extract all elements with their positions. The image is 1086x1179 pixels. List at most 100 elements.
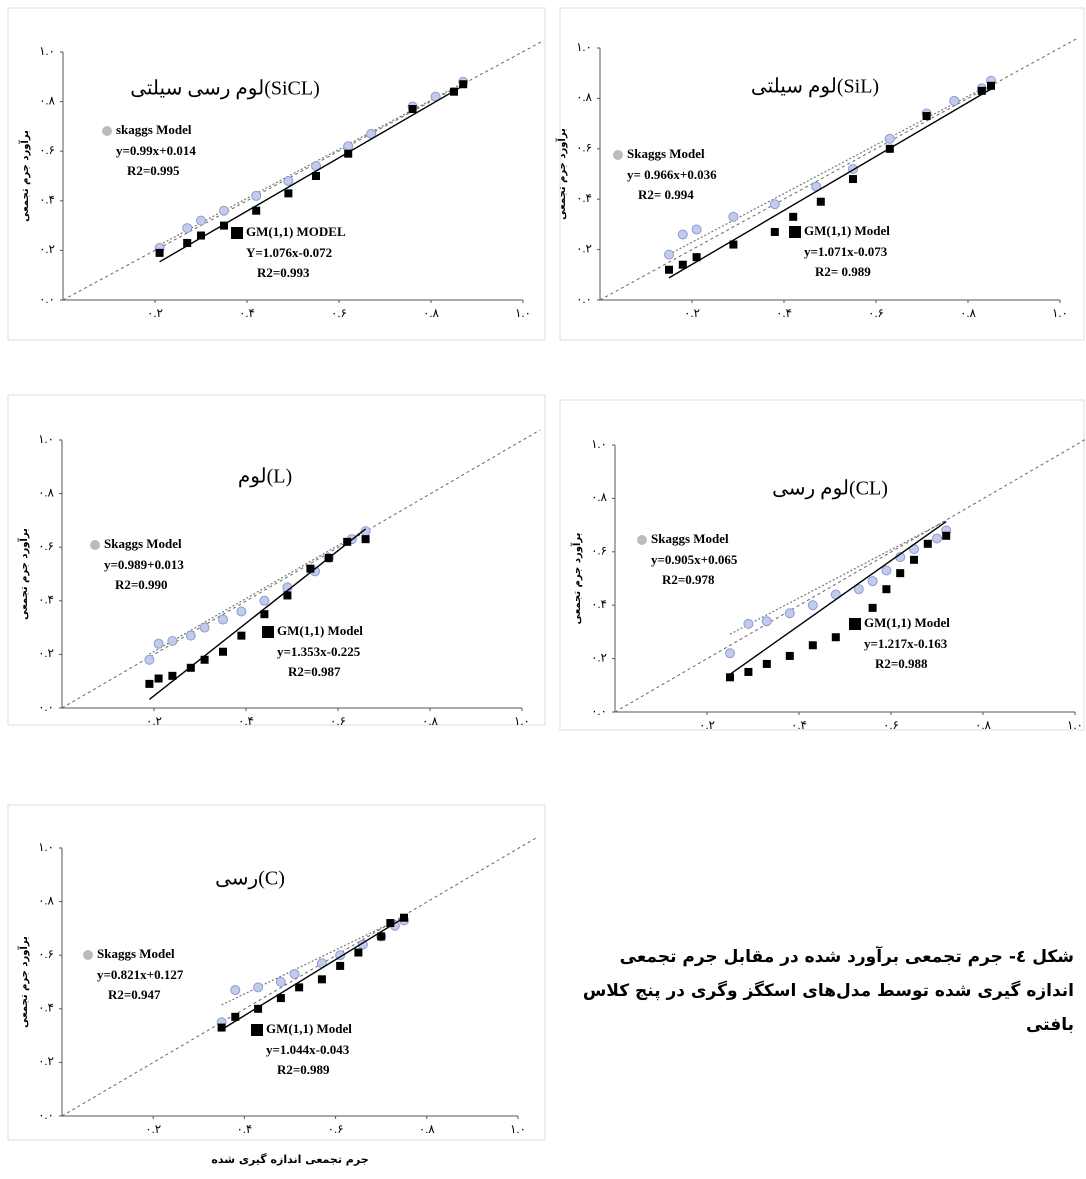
point — [664, 249, 674, 260]
point — [144, 654, 155, 665]
point — [168, 671, 177, 680]
legend-label: skaggs Model — [116, 122, 192, 137]
point — [743, 618, 754, 629]
equation: y=1.044x-0.043 — [266, 1042, 350, 1057]
panel-frame — [559, 399, 1085, 731]
point — [881, 565, 892, 576]
identity-line — [61, 837, 537, 1117]
y-tick-label: ١.٠ — [38, 432, 54, 446]
point — [361, 535, 370, 544]
legend-label: GM(1,1) Model — [266, 1021, 352, 1036]
x-tick-label: ٠.٨ — [960, 306, 976, 320]
point — [377, 932, 386, 941]
chart-title: رسی(C) — [215, 868, 285, 890]
point — [884, 133, 895, 144]
point — [259, 595, 270, 606]
x-tick-label: ٠.۶ — [868, 306, 884, 320]
y-tick-label: ٠.٢ — [39, 242, 55, 256]
equation: y=0.821x+0.127 — [97, 967, 184, 982]
legend-label: Skaggs Model — [97, 946, 175, 961]
r-squared: R2= 0.989 — [815, 264, 871, 279]
y-axis-title: برآورد جرم تجمعی — [555, 128, 568, 220]
point — [196, 215, 206, 226]
point — [785, 651, 794, 660]
point — [728, 211, 739, 222]
panel-frame — [559, 7, 1085, 341]
y-tick-label: ٠.٠ — [38, 1108, 54, 1122]
x-tick-label: ٠.٨ — [975, 718, 991, 732]
point — [220, 221, 228, 230]
legend-marker — [849, 618, 861, 630]
y-tick-label: ٠.٨ — [38, 893, 54, 907]
equation: y= 0.966x+0.036 — [627, 167, 717, 182]
point — [386, 919, 395, 928]
equation: Y=1.076x-0.072 — [246, 245, 332, 260]
point — [145, 679, 154, 688]
fit-line — [221, 917, 405, 1031]
point — [231, 1012, 240, 1021]
chart-title: لوم سیلتی(SiL) — [751, 76, 879, 98]
point — [769, 199, 780, 210]
point — [729, 240, 738, 249]
legend-marker — [102, 126, 112, 136]
x-tick-label: ٠.۴ — [239, 306, 255, 320]
fit-line — [668, 83, 992, 255]
point — [253, 982, 264, 993]
legend-label: Skaggs Model — [627, 146, 705, 161]
point — [977, 86, 986, 95]
title-box — [105, 64, 345, 116]
x-tick-label: ٠.٢ — [145, 1122, 161, 1136]
point — [295, 983, 304, 992]
fit-line — [221, 916, 405, 1006]
equation: y=1.217x-0.163 — [864, 636, 948, 651]
point — [283, 175, 294, 186]
x-tick-label: ٠.٢ — [699, 718, 715, 732]
point — [284, 189, 293, 198]
point — [167, 636, 178, 646]
y-tick-label: ٠.٢ — [576, 241, 592, 255]
point — [289, 968, 300, 979]
point — [354, 948, 363, 957]
point — [762, 659, 771, 668]
equation: y=1.353x-0.225 — [277, 644, 361, 659]
legend-marker — [789, 226, 801, 238]
x-tick-label: ٠.۶ — [328, 1122, 344, 1136]
r-squared: R2=0.990 — [115, 577, 168, 592]
point — [677, 229, 688, 240]
point — [283, 591, 292, 600]
x-tick-label: ٠.۶ — [331, 306, 347, 320]
x-tick-label: ٠.٨ — [423, 306, 439, 320]
y-tick-label: ٠.٢ — [591, 650, 607, 664]
point — [200, 655, 209, 664]
point — [808, 641, 817, 650]
y-tick-label: ٠.٠ — [39, 292, 55, 306]
point — [853, 584, 864, 595]
title-box — [710, 464, 950, 516]
panel-frame — [7, 804, 546, 1141]
legend-label: GM(1,1) Model — [277, 623, 363, 638]
point — [450, 87, 458, 96]
point — [344, 149, 353, 158]
point — [251, 190, 262, 201]
point — [665, 265, 673, 274]
equation: y=0.99x+0.014 — [116, 143, 196, 158]
point — [789, 212, 798, 221]
point — [219, 647, 227, 656]
y-tick-label: ٠.٠ — [576, 292, 592, 306]
y-tick-label: ١.٠ — [576, 40, 592, 54]
point — [784, 608, 795, 619]
point — [868, 603, 877, 612]
y-tick-label: ٠.۴ — [576, 191, 592, 205]
chart-title: لوم رسی(CL) — [772, 478, 888, 500]
point — [153, 638, 164, 649]
point — [761, 616, 772, 627]
point — [400, 913, 408, 922]
point — [276, 994, 285, 1003]
point — [317, 975, 326, 984]
identity-line — [599, 37, 1079, 301]
panel-frame — [7, 7, 546, 341]
point — [275, 977, 286, 987]
fit-line — [159, 82, 464, 246]
point — [254, 1004, 263, 1013]
